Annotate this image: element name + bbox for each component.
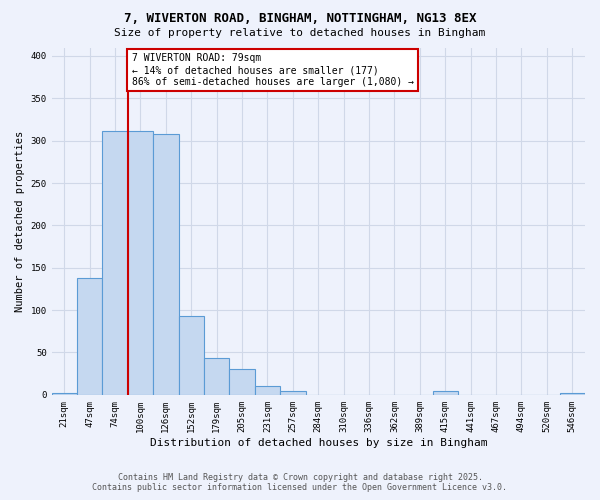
Bar xyxy=(433,392,458,395)
Bar xyxy=(280,392,305,395)
Text: 7, WIVERTON ROAD, BINGHAM, NOTTINGHAM, NG13 8EX: 7, WIVERTON ROAD, BINGHAM, NOTTINGHAM, N… xyxy=(124,12,476,26)
Text: Size of property relative to detached houses in Bingham: Size of property relative to detached ho… xyxy=(115,28,485,38)
Bar xyxy=(560,393,585,395)
Bar xyxy=(153,134,179,395)
Text: Contains HM Land Registry data © Crown copyright and database right 2025.
Contai: Contains HM Land Registry data © Crown c… xyxy=(92,473,508,492)
X-axis label: Distribution of detached houses by size in Bingham: Distribution of detached houses by size … xyxy=(149,438,487,448)
Y-axis label: Number of detached properties: Number of detached properties xyxy=(15,130,25,312)
Bar xyxy=(77,278,103,395)
Bar xyxy=(52,393,77,395)
Bar xyxy=(229,370,255,395)
Bar xyxy=(103,132,128,395)
Bar xyxy=(128,132,153,395)
Bar xyxy=(179,316,204,395)
Bar xyxy=(255,386,280,395)
Bar xyxy=(204,358,229,395)
Text: 7 WIVERTON ROAD: 79sqm
← 14% of detached houses are smaller (177)
86% of semi-de: 7 WIVERTON ROAD: 79sqm ← 14% of detached… xyxy=(131,54,413,86)
